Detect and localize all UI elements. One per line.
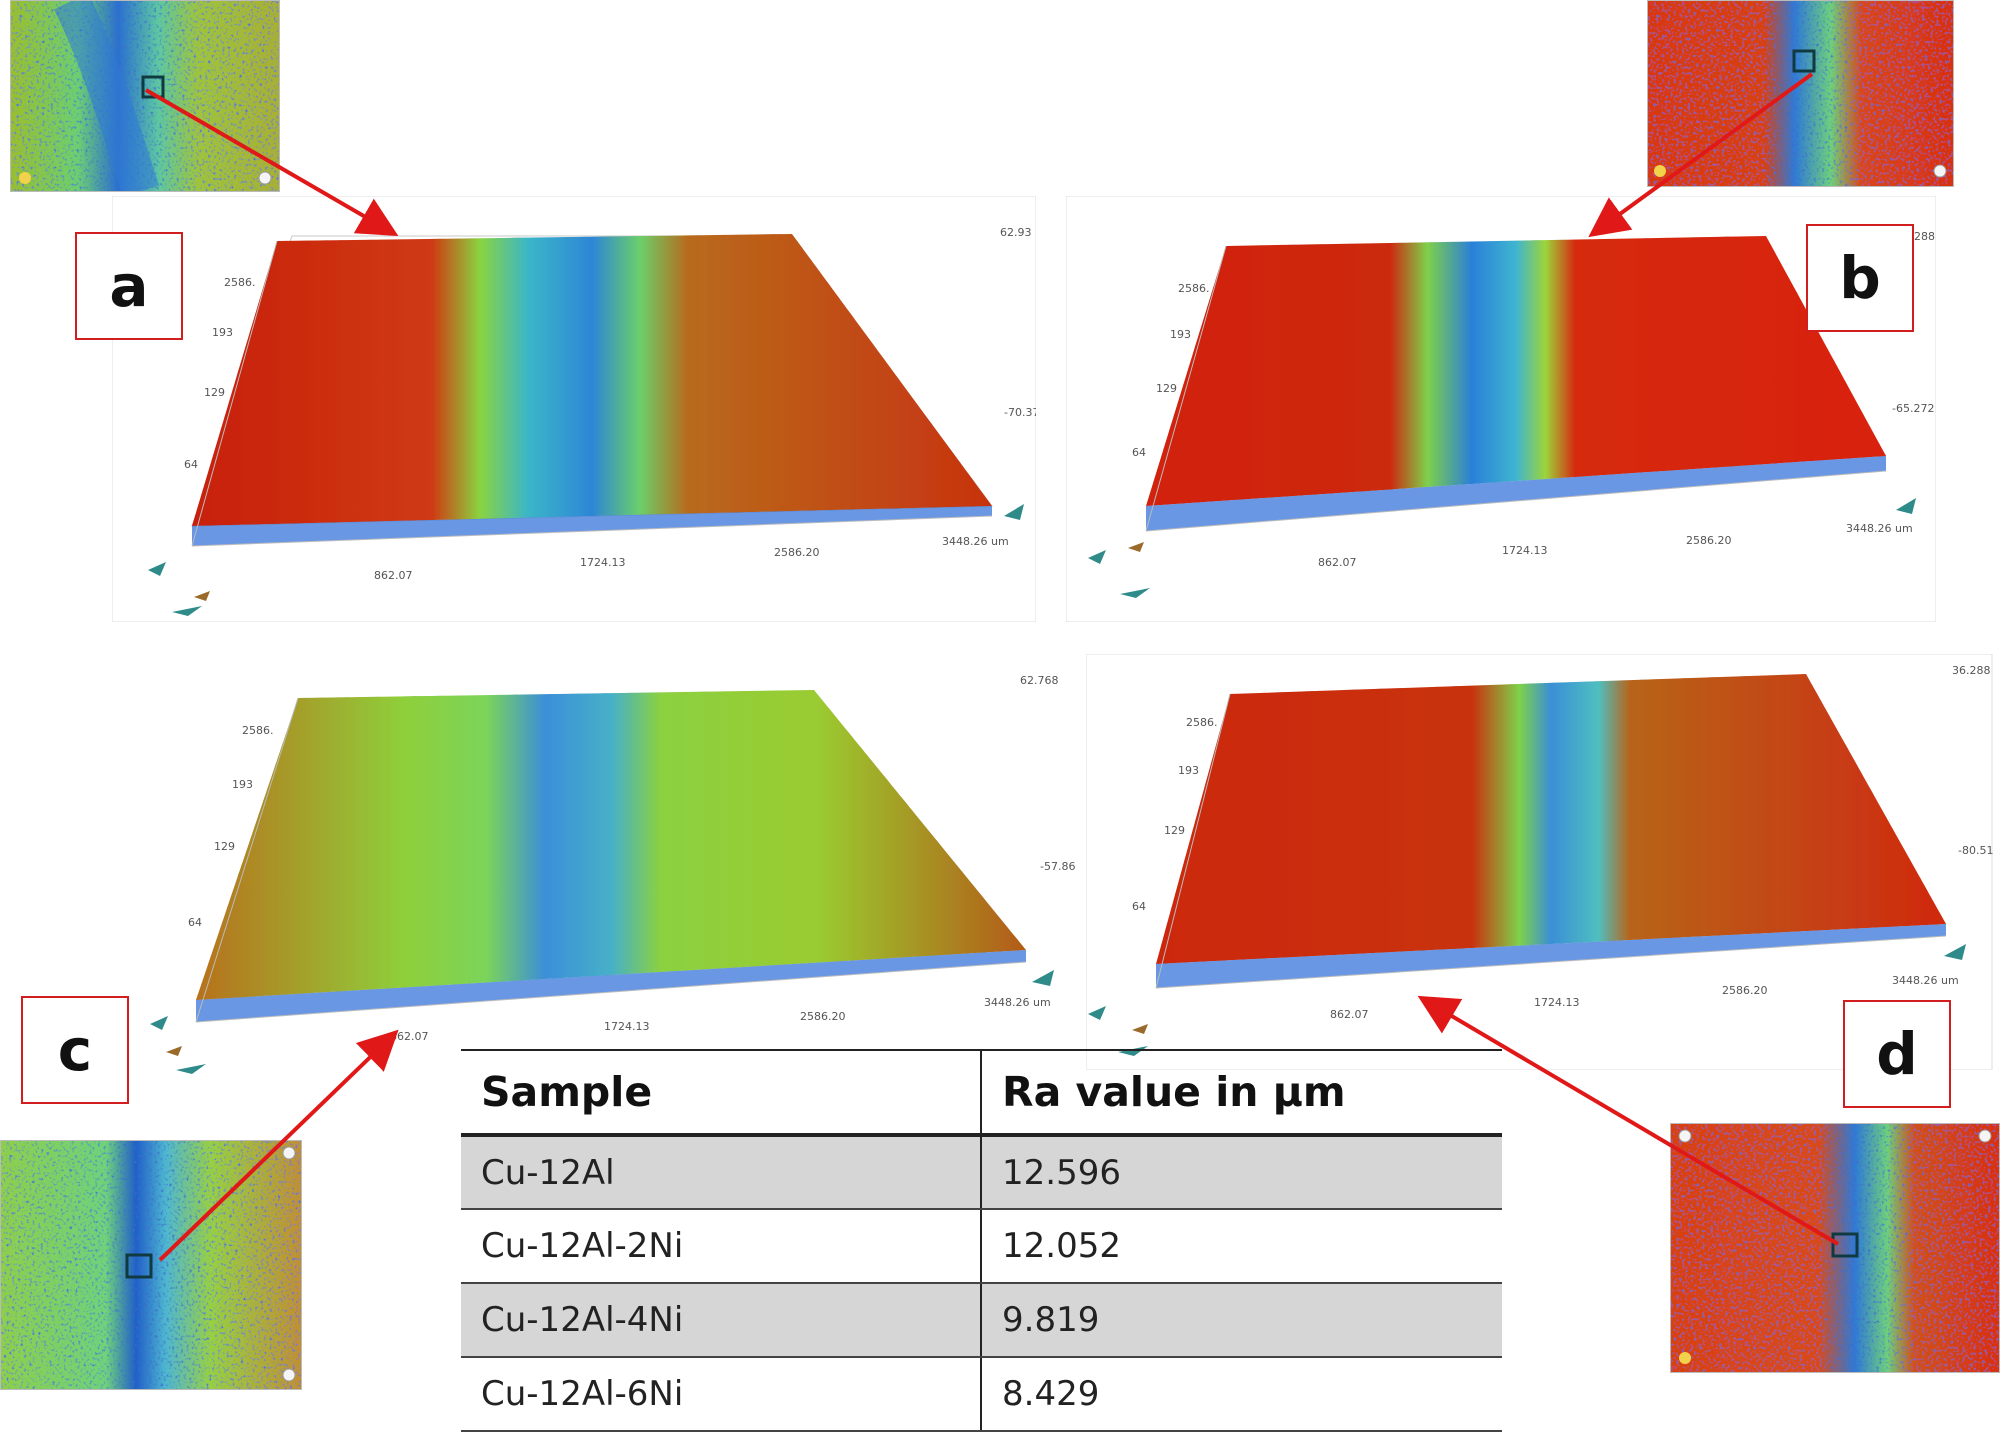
table-cell-sample: Cu-12Al-4Ni bbox=[461, 1283, 982, 1358]
z-tick: -65.272 bbox=[1892, 402, 1934, 415]
rotate-handle-icon bbox=[1944, 944, 1966, 960]
rotate-handle-icon bbox=[1132, 1024, 1148, 1034]
x-tick: 2586.20 bbox=[1722, 984, 1768, 997]
x-tick: 2586.20 bbox=[774, 546, 820, 559]
y-tick: 2586. bbox=[1178, 282, 1210, 295]
surface-plot-b: 2586. 193 129 64 862.07 1724.13 2586.20 … bbox=[1066, 196, 1936, 622]
table-row: Cu-12Al-6Ni 8.429 bbox=[461, 1357, 1502, 1432]
thumbnail-c bbox=[0, 1140, 302, 1390]
z-tick: 62.768 bbox=[1020, 674, 1059, 687]
x-tick: 1724.13 bbox=[580, 556, 626, 569]
x-tick: 2586.20 bbox=[1686, 534, 1732, 547]
surface-plot-a: 2586. 193 129 64 862.07 1724.13 2586.20 … bbox=[112, 196, 1036, 622]
rotate-handle-icon bbox=[1088, 1006, 1106, 1020]
x-tick: 2586.20 bbox=[800, 1010, 846, 1023]
rotate-handle-icon bbox=[1120, 588, 1150, 598]
bulb-icon bbox=[258, 171, 272, 185]
panel-label-a: a bbox=[75, 232, 183, 340]
table-cell-sample: Cu-12Al-6Ni bbox=[461, 1357, 982, 1432]
thumbnail-d bbox=[1670, 1123, 2000, 1373]
bulb-icon bbox=[1978, 1129, 1992, 1143]
table-row: Cu-12Al-2Ni 12.052 bbox=[461, 1209, 1502, 1284]
z-tick: -70.37 bbox=[1004, 406, 1036, 419]
x-tick: 1724.13 bbox=[604, 1020, 650, 1033]
y-tick: 193 bbox=[1170, 328, 1191, 341]
z-tick: -57.861 bbox=[1040, 860, 1076, 873]
rotate-handle-icon bbox=[172, 606, 202, 616]
y-tick: 129 bbox=[1164, 824, 1185, 837]
y-tick: 64 bbox=[188, 916, 202, 929]
x-tick: 1724.13 bbox=[1502, 544, 1548, 557]
table-cell-sample: Cu-12Al-2Ni bbox=[461, 1209, 982, 1284]
x-tick: 3448.26 um bbox=[942, 535, 1009, 548]
x-tick: 3448.26 um bbox=[1846, 522, 1913, 535]
surface-plot-c: 2586. 193 129 64 862.07 1724.13 2586.20 … bbox=[146, 660, 1076, 1088]
table-cell-ra: 8.429 bbox=[981, 1357, 1502, 1432]
y-tick: 64 bbox=[184, 458, 198, 471]
y-tick: 2586. bbox=[1186, 716, 1218, 729]
rotate-handle-icon bbox=[1896, 498, 1916, 514]
bulb-icon bbox=[1679, 1352, 1691, 1364]
z-tick: 62.93 bbox=[1000, 226, 1032, 239]
y-tick: 129 bbox=[214, 840, 235, 853]
y-tick: 64 bbox=[1132, 446, 1146, 459]
table-row: Cu-12Al 12.596 bbox=[461, 1135, 1502, 1210]
y-tick: 129 bbox=[204, 386, 225, 399]
y-tick: 129 bbox=[1156, 382, 1177, 395]
bulb-icon bbox=[282, 1146, 296, 1160]
rotate-handle-icon bbox=[148, 562, 166, 576]
x-tick: 862.07 bbox=[390, 1030, 429, 1043]
y-tick: 193 bbox=[232, 778, 253, 791]
arrow-a bbox=[144, 88, 399, 237]
z-tick: 288 bbox=[1914, 230, 1935, 243]
panel-label-d: d bbox=[1843, 1000, 1951, 1108]
table-cell-sample: Cu-12Al bbox=[461, 1135, 982, 1210]
y-tick: 64 bbox=[1132, 900, 1146, 913]
x-tick: 862.07 bbox=[374, 569, 413, 582]
z-tick: 36.288 bbox=[1952, 664, 1991, 677]
rotate-handle-icon bbox=[150, 1016, 168, 1030]
x-tick: 862.07 bbox=[1318, 556, 1357, 569]
table-header-sample: Sample bbox=[461, 1049, 982, 1137]
arrow-b bbox=[1588, 72, 1814, 238]
thumbnail-a bbox=[10, 0, 280, 192]
bulb-icon bbox=[1654, 165, 1666, 177]
rotate-handle-icon bbox=[194, 591, 210, 601]
bulb-icon bbox=[19, 172, 31, 184]
x-tick: 1724.13 bbox=[1534, 996, 1580, 1009]
rotate-handle-icon bbox=[1088, 550, 1106, 564]
z-tick: -80.51 bbox=[1958, 844, 1993, 857]
table-row: Cu-12Al-4Ni 9.819 bbox=[461, 1283, 1502, 1358]
bulb-icon bbox=[1678, 1129, 1692, 1143]
x-tick: 862.07 bbox=[1330, 1008, 1369, 1021]
rotate-handle-icon bbox=[1128, 542, 1144, 552]
bulb-icon bbox=[1933, 164, 1947, 178]
table-cell-ra: 12.052 bbox=[981, 1209, 1502, 1284]
panel-label-c: c bbox=[21, 996, 129, 1104]
surface-plot-d: 2586. 193 129 64 862.07 1724.13 2586.20 … bbox=[1086, 654, 2002, 1070]
y-tick: 2586. bbox=[242, 724, 274, 737]
x-tick: 3448.26 um bbox=[1892, 974, 1959, 987]
table-header-ra: Ra value in µm bbox=[981, 1049, 1502, 1137]
rotate-handle-icon bbox=[1004, 504, 1024, 520]
table-cell-ra: 12.596 bbox=[981, 1135, 1502, 1210]
arrow-c bbox=[158, 1029, 399, 1262]
panel-label-b: b bbox=[1806, 224, 1914, 332]
table-cell-ra: 9.819 bbox=[981, 1283, 1502, 1358]
arrow-d bbox=[1417, 995, 1840, 1246]
x-tick: 3448.26 um bbox=[984, 996, 1051, 1009]
y-tick: 2586. bbox=[224, 276, 256, 289]
table-header-row: Sample Ra value in µm bbox=[461, 1049, 1502, 1137]
rotate-handle-icon bbox=[1032, 970, 1054, 986]
rotate-handle-icon bbox=[176, 1064, 206, 1074]
y-tick: 193 bbox=[212, 326, 233, 339]
y-tick: 193 bbox=[1178, 764, 1199, 777]
ra-table: Sample Ra value in µm Cu-12Al 12.596 Cu-… bbox=[461, 1049, 1502, 1432]
bulb-icon bbox=[282, 1368, 296, 1382]
rotate-handle-icon bbox=[166, 1046, 182, 1056]
